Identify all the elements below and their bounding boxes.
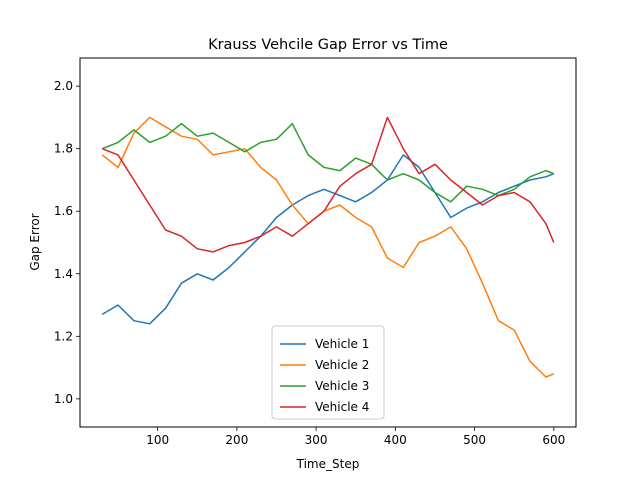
x-axis: 100 200 300 400 500 600 bbox=[146, 427, 565, 447]
x-tick-label: 100 bbox=[146, 433, 169, 447]
legend-label-vehicle-4: Vehicle 4 bbox=[315, 400, 369, 414]
x-tick-label: 500 bbox=[463, 433, 486, 447]
y-axis: 1.0 1.2 1.4 1.6 1.8 2.0 bbox=[54, 79, 80, 406]
legend-label-vehicle-2: Vehicle 2 bbox=[315, 358, 369, 372]
legend: Vehicle 1 Vehicle 2 Vehicle 3 Vehicle 4 bbox=[271, 325, 385, 420]
series-line-vehicle-3 bbox=[101, 122, 555, 203]
y-tick-label: 2.0 bbox=[54, 79, 73, 93]
x-tick-label: 600 bbox=[542, 433, 565, 447]
y-tick-label: 1.4 bbox=[54, 267, 73, 281]
x-tick-label: 400 bbox=[384, 433, 407, 447]
y-tick-label: 1.8 bbox=[54, 142, 73, 156]
plot-area bbox=[101, 116, 555, 378]
x-tick-label: 300 bbox=[305, 433, 328, 447]
legend-box bbox=[271, 325, 385, 420]
series-line-vehicle-2 bbox=[101, 116, 555, 378]
y-tick-label: 1.0 bbox=[54, 392, 73, 406]
series-line-vehicle-1 bbox=[101, 154, 555, 325]
y-axis-label: Gap Error bbox=[28, 213, 42, 270]
legend-label-vehicle-1: Vehicle 1 bbox=[315, 337, 369, 351]
x-axis-label: Time_Step bbox=[296, 457, 360, 471]
legend-label-vehicle-3: Vehicle 3 bbox=[315, 379, 369, 393]
y-tick-label: 1.6 bbox=[54, 204, 73, 218]
series-line-vehicle-4 bbox=[101, 116, 555, 253]
chart-title: Krauss Vehcile Gap Error vs Time bbox=[208, 37, 448, 53]
axes-frame bbox=[79, 57, 577, 428]
x-tick-label: 200 bbox=[225, 433, 248, 447]
y-tick-label: 1.2 bbox=[54, 329, 73, 343]
